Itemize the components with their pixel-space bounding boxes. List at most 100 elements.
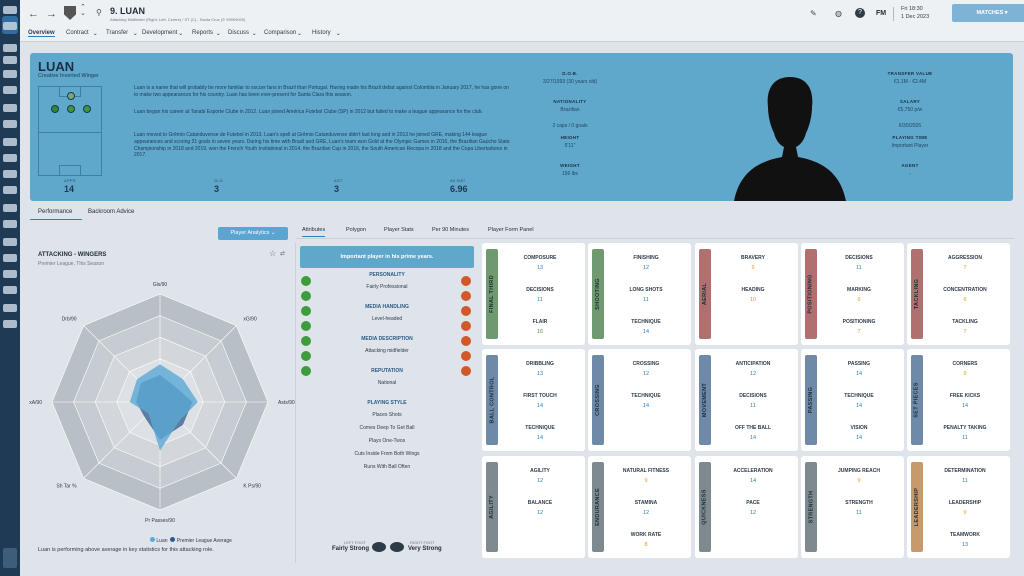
- attribute-category-label: MOVEMENT: [702, 382, 708, 418]
- bio-paragraph-1: Luan is a name that will probably be mor…: [134, 85, 509, 98]
- player-switch-chevron-icon[interactable]: ⌃ ⌄: [80, 4, 86, 17]
- attribute-value: 14: [961, 403, 969, 409]
- sidebar-dev-centre-icon[interactable]: [3, 320, 17, 328]
- sidebar-transfers-icon[interactable]: [3, 170, 17, 178]
- swap-icon[interactable]: ⇄: [280, 251, 286, 257]
- fairplay-icon: [301, 276, 311, 286]
- nav-tab-comparison[interactable]: Comparison: [264, 30, 297, 36]
- medal-icon: [301, 336, 311, 346]
- nav-tab-history[interactable]: History: [312, 30, 331, 36]
- attribute-category: SET PIECES: [911, 355, 923, 445]
- attribute-name: TECHNIQUE: [631, 319, 661, 325]
- attribute-name: TECHNIQUE: [844, 393, 874, 399]
- left-foot-label: LEFT FOOT: [344, 540, 366, 545]
- attr-tabs-divider: [296, 238, 1014, 239]
- globe-icon[interactable]: ◍: [835, 9, 842, 18]
- attribute-value: 11: [962, 478, 968, 484]
- attribute-name: STAMINA: [634, 500, 658, 506]
- sidebar-squad-icon[interactable]: [3, 44, 17, 52]
- pencil-icon[interactable]: ✎: [810, 9, 817, 18]
- sidebar-competitions-icon[interactable]: [3, 220, 17, 228]
- legend-player: Luan: [156, 538, 168, 544]
- attribute-name: AGGRESSION: [948, 255, 982, 261]
- radar-player-polygon: [129, 364, 198, 451]
- back-arrow-icon[interactable]: ←: [28, 8, 39, 20]
- sidebar-settings-icon[interactable]: [3, 270, 17, 278]
- attribute-value: 9: [963, 510, 967, 516]
- stat-label: APPS: [64, 178, 76, 183]
- manager-avatar[interactable]: [3, 548, 17, 568]
- sidebar-tactics-icon[interactable]: [3, 70, 17, 78]
- nav-tab-transfer[interactable]: Transfer: [106, 30, 129, 36]
- sidebar-medical-icon[interactable]: [3, 138, 17, 146]
- attribute-category: SHOOTING: [592, 249, 604, 339]
- attr-tab-player-form-panel[interactable]: Player Form Panel: [488, 227, 534, 233]
- attribute-value: 11: [537, 297, 543, 303]
- personality-headline-text: Important player in his prime years.: [340, 254, 434, 260]
- attribute-category-label: STRENGTH: [808, 490, 814, 524]
- radar-axis-label: xG/90: [243, 317, 257, 323]
- radar-axis-label: K Ps/90: [243, 483, 261, 489]
- attribute-card: CROSSING CROSSING 12 TECHNIQUE 14: [588, 349, 691, 451]
- nav-chevron-down-icon: ⌄: [215, 31, 221, 37]
- attr-tab-per-90-minutes[interactable]: Per 90 Minutes: [432, 227, 469, 233]
- shield-icon: [301, 351, 311, 361]
- radar-chart: Gls/90 xG/90 Asts/90 K Ps/90 Pr Passes/90 Sh …: [29, 282, 295, 524]
- nav-tab-contract[interactable]: Contract: [66, 30, 89, 36]
- sidebar-dynamics-icon[interactable]: [3, 56, 17, 64]
- player-subtitle: Attacking Midfielder (Right, Left, Centr…: [110, 17, 246, 22]
- attribute-category: FINAL THIRD: [486, 249, 498, 339]
- sidebar-favourites-icon[interactable]: [3, 304, 17, 312]
- attribute-value: 12: [642, 265, 650, 271]
- player-analytics-button[interactable]: Player Analytics ⌄: [218, 227, 288, 240]
- personality-value: National: [377, 380, 397, 386]
- sidebar-inbox-icon[interactable]: [3, 22, 17, 30]
- attribute-card: POSITIONING DECISIONS 11 MARKING 6 POSITIONIN…: [801, 243, 904, 345]
- attr-tab-attributes[interactable]: Attributes: [302, 227, 326, 237]
- sidebar-schedule-icon[interactable]: [3, 204, 17, 212]
- attribute-value: 9: [857, 478, 861, 484]
- club-crest[interactable]: [64, 6, 76, 20]
- sidebar-scouting-icon[interactable]: [3, 154, 17, 162]
- personality-section-title: REPUTATION: [371, 368, 403, 374]
- attribute-card: MOVEMENT ANTICIPATION 12 DECISIONS 11 OFF THE…: [695, 349, 798, 451]
- search-icon[interactable]: ⚲: [96, 8, 102, 17]
- attribute-name: BALANCE: [527, 500, 553, 506]
- attribute-category: QUICKNESS: [699, 462, 711, 552]
- attribute-name: VISION: [850, 425, 868, 431]
- help-icon[interactable]: ?: [855, 8, 865, 18]
- position-dot-left: [51, 105, 59, 113]
- nav-tab-development[interactable]: Development: [142, 30, 178, 36]
- nav-tab-discuss[interactable]: Discuss: [228, 30, 250, 36]
- sidebar-club-info-icon[interactable]: [3, 286, 17, 294]
- legend-avg-swatch: [170, 537, 176, 542]
- attribute-value: 12: [642, 510, 650, 516]
- sidebar-staff-icon[interactable]: [3, 104, 17, 112]
- attr-tab-player-stats[interactable]: Player Stats: [384, 227, 414, 233]
- forward-arrow-icon[interactable]: →: [46, 8, 57, 20]
- performance-tab[interactable]: Performance: [38, 209, 73, 215]
- sidebar-club-vision-icon[interactable]: [3, 238, 17, 246]
- nav-tab-reports[interactable]: Reports: [192, 30, 214, 36]
- attribute-name: DRIBBLING: [526, 361, 554, 367]
- sidebar-finances-icon[interactable]: [3, 186, 17, 194]
- info-label: SALARY: [899, 99, 921, 104]
- player-title: 9. LUAN: [110, 6, 146, 16]
- position-pitch: [38, 86, 102, 176]
- sidebar-training-icon[interactable]: [3, 120, 17, 128]
- nav-tab-overview[interactable]: Overview: [28, 30, 55, 37]
- attribute-name: PASSING: [847, 361, 871, 367]
- radar-axis-label: Asts/90: [278, 400, 295, 406]
- foot-strength: LEFT FOOT Fairly Strong RIGHT FOOT Very …: [330, 540, 450, 558]
- player-analytics-label: Player Analytics: [230, 230, 270, 236]
- matches-button[interactable]: MATCHES ▾: [952, 4, 1024, 22]
- backroom-advice-tab[interactable]: Backroom Advice: [88, 209, 135, 215]
- left-boot-icon: [372, 542, 386, 552]
- attribute-category: CROSSING: [592, 355, 604, 445]
- sidebar-home-icon[interactable]: [3, 6, 17, 14]
- sidebar-search-icon[interactable]: [3, 254, 17, 262]
- sidebar-data-hub-icon[interactable]: [3, 86, 17, 94]
- stat-value: 14: [64, 184, 75, 194]
- attr-tab-polygon[interactable]: Polygon: [346, 227, 366, 233]
- star-icon[interactable]: ☆: [269, 249, 277, 258]
